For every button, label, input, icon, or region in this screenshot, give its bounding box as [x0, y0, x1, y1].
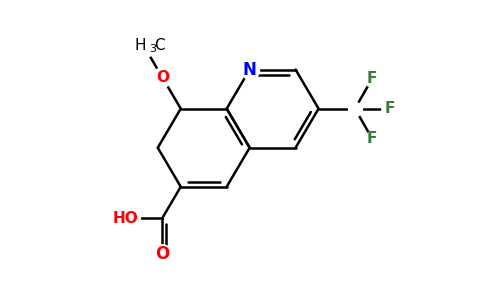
- Text: F: F: [367, 131, 378, 146]
- Text: F: F: [384, 101, 394, 116]
- Text: N: N: [242, 61, 257, 79]
- Text: O: O: [156, 70, 169, 85]
- Text: HO: HO: [113, 211, 139, 226]
- Text: C: C: [154, 38, 165, 53]
- Text: O: O: [155, 245, 169, 263]
- Text: H: H: [134, 38, 146, 53]
- Text: F: F: [367, 71, 378, 86]
- Text: 3: 3: [149, 44, 156, 54]
